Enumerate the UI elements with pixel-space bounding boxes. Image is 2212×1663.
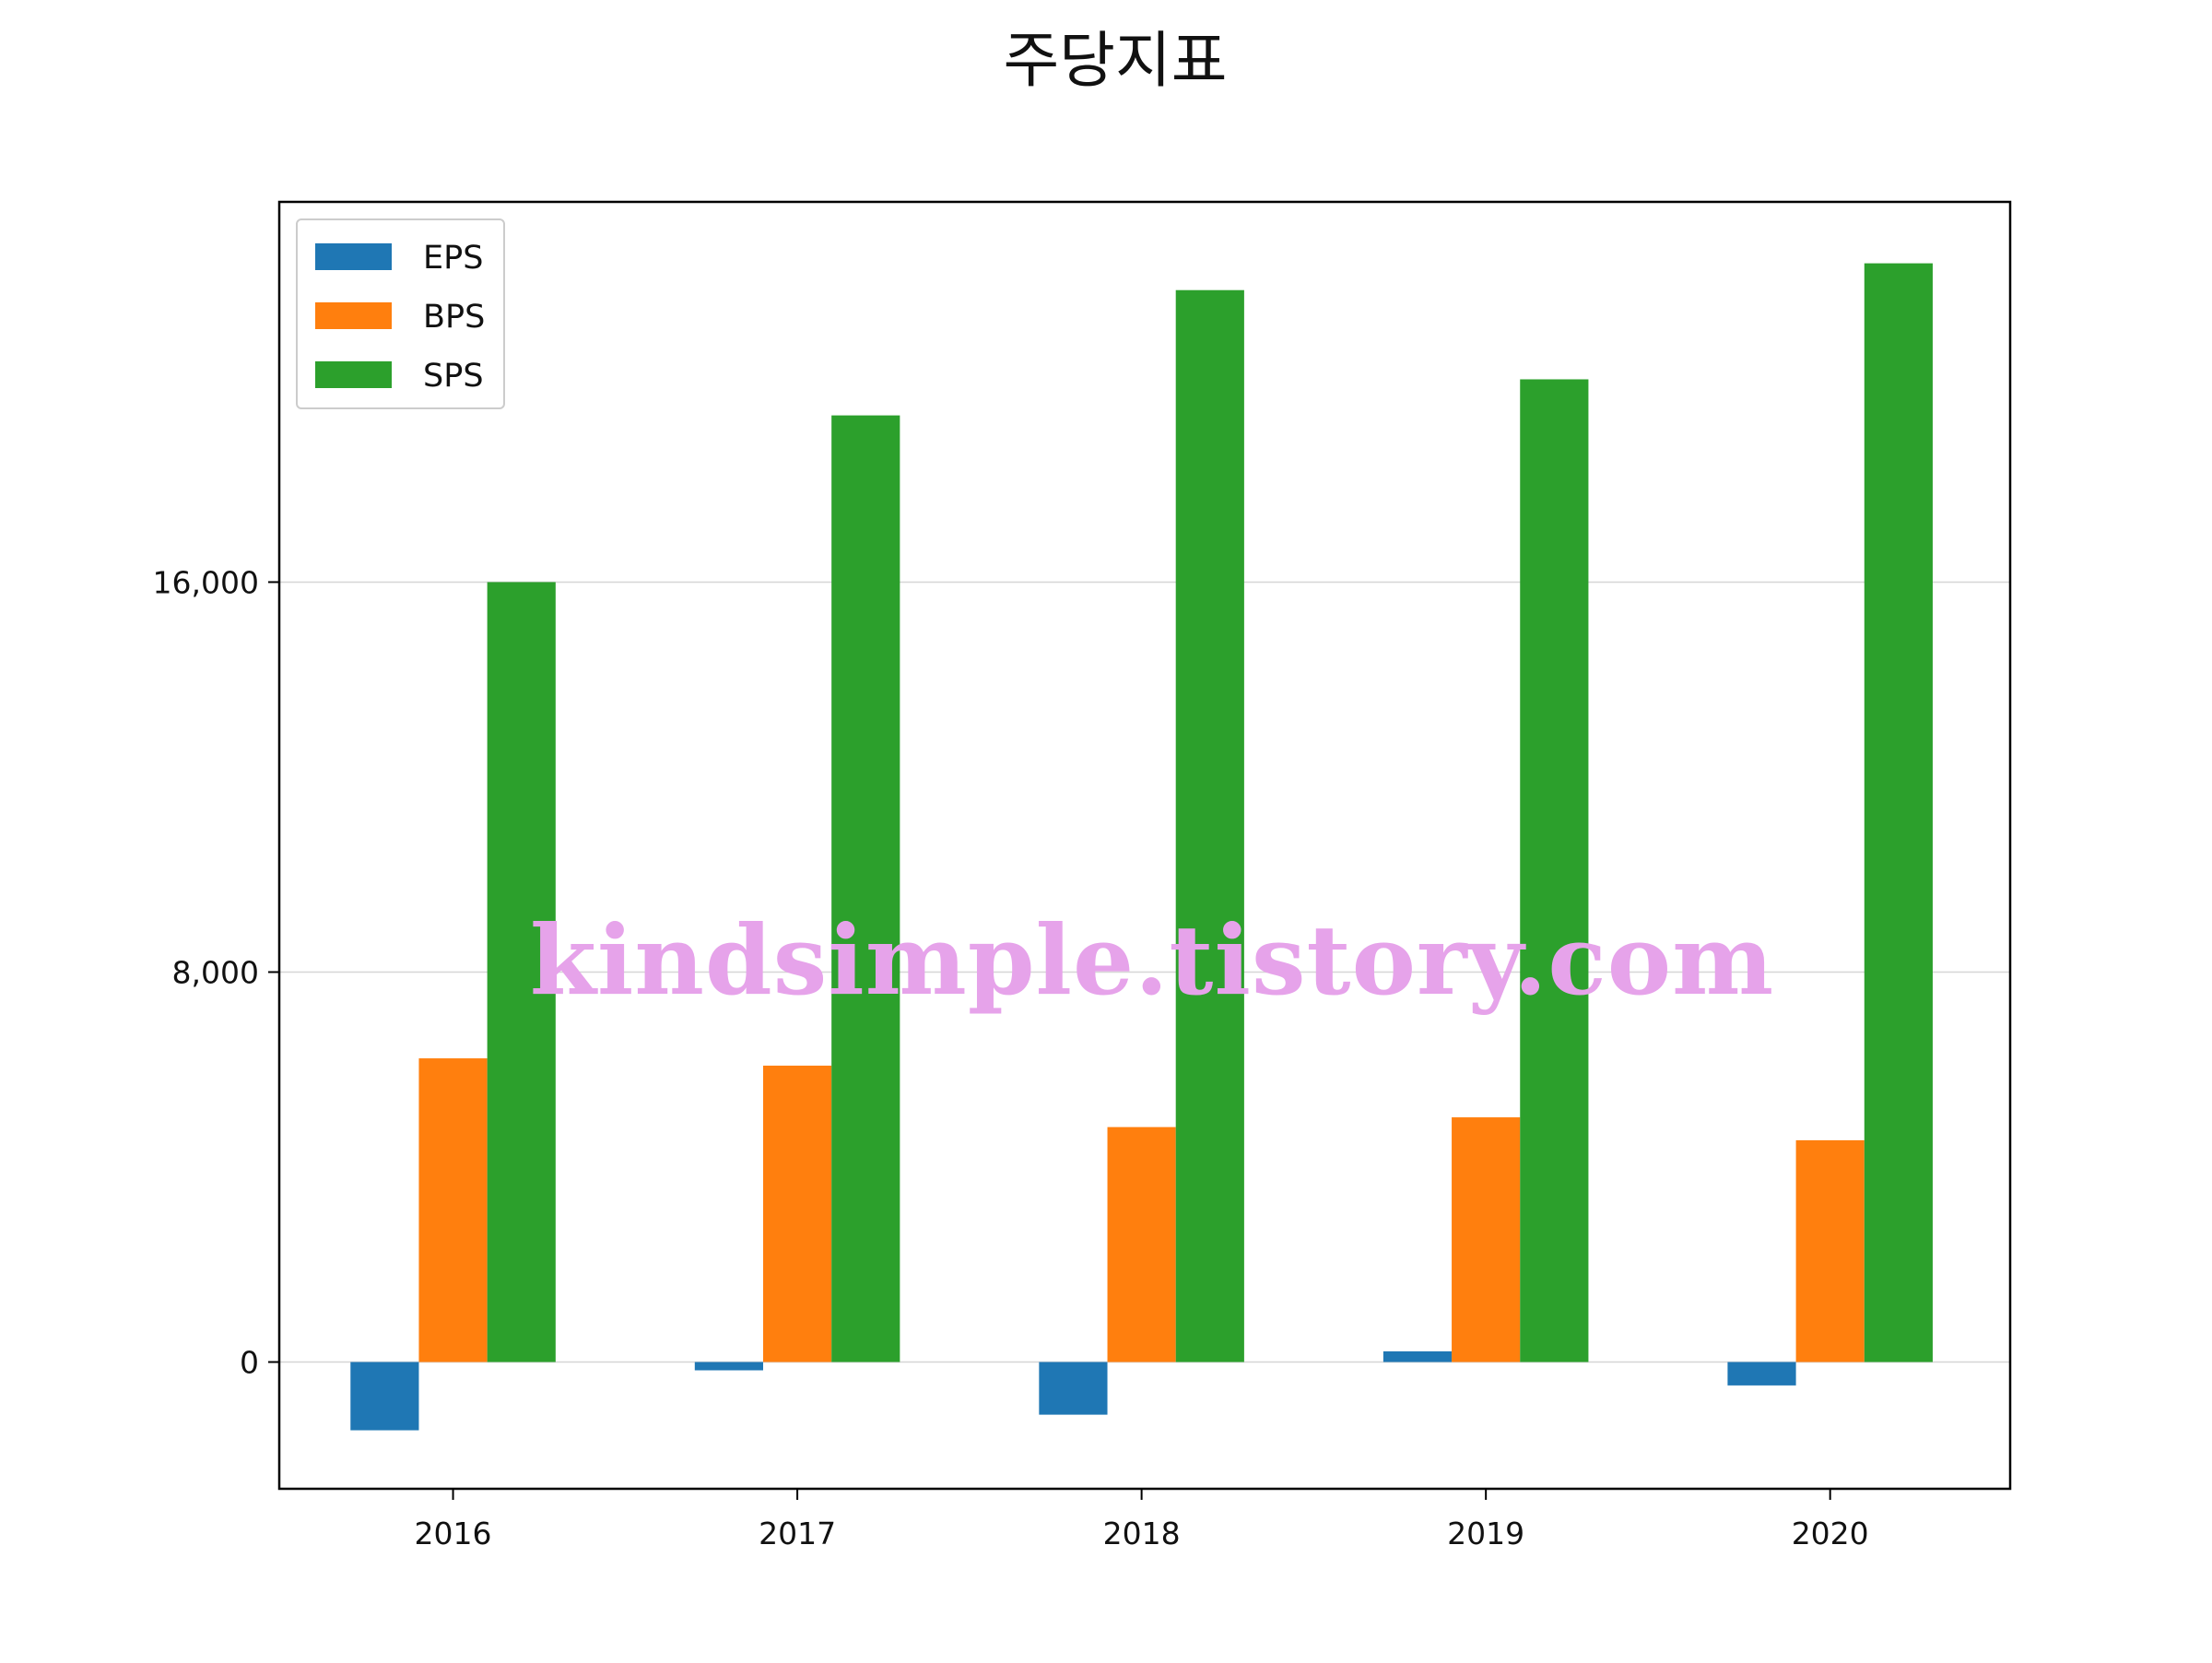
- chart-title: 주당지표: [1004, 25, 1228, 96]
- x-tick-label: 2018: [1103, 1516, 1181, 1551]
- bar-sps-2017: [831, 415, 900, 1362]
- bars: [350, 263, 1933, 1431]
- bar-eps-2020: [1727, 1362, 1796, 1386]
- bar-sps-2016: [487, 582, 556, 1362]
- bar-eps-2017: [694, 1362, 763, 1371]
- legend-label-eps: EPS: [423, 240, 483, 277]
- y-tick-label: 16,000: [153, 564, 259, 600]
- legend-label-sps: SPS: [423, 358, 484, 395]
- x-tick-label: 2016: [415, 1516, 492, 1551]
- bar-sps-2019: [1520, 379, 1589, 1362]
- bar-sps-2018: [1175, 289, 1244, 1362]
- bar-bps-2019: [1452, 1117, 1521, 1362]
- legend-swatch-sps: [315, 361, 392, 388]
- legend-swatch-bps: [315, 302, 392, 329]
- bar-bps-2016: [418, 1058, 488, 1362]
- bar-eps-2019: [1382, 1350, 1453, 1362]
- x-tick-label: 2019: [1447, 1516, 1524, 1551]
- x-tick-label: 2017: [759, 1516, 836, 1551]
- bar-sps-2020: [1864, 263, 1933, 1362]
- legend-swatch-eps: [315, 243, 392, 270]
- bar-bps-2020: [1795, 1139, 1865, 1362]
- bar-eps-2016: [350, 1362, 419, 1431]
- legend-label-bps: BPS: [423, 299, 485, 336]
- x-tick-label: 2020: [1792, 1516, 1869, 1551]
- plot-frame: [277, 200, 2012, 1491]
- y-tick-label: 0: [240, 1345, 259, 1381]
- y-axis: 0 8,000 16,000: [153, 564, 279, 1381]
- watermark-text: kindsimple.tistory.com: [530, 903, 1774, 1017]
- bar-bps-2018: [1107, 1126, 1176, 1362]
- bar-eps-2018: [1039, 1362, 1108, 1415]
- x-axis: 2016 2017 2018 2019 2020: [415, 1489, 1869, 1551]
- legend: EPS BPS SPS: [296, 218, 505, 409]
- y-tick-label: 8,000: [172, 954, 259, 990]
- bar-bps-2017: [762, 1066, 832, 1362]
